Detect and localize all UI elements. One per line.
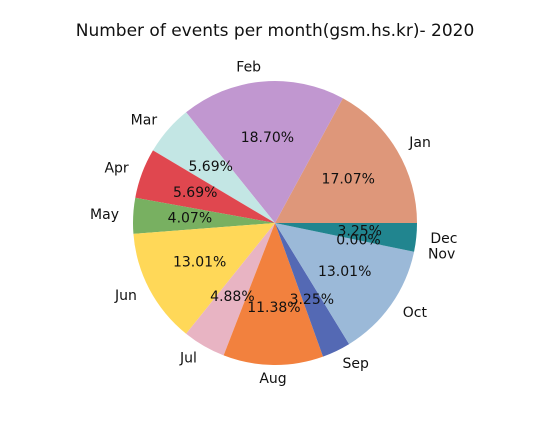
percent-label-mar: 5.69%	[188, 159, 232, 175]
slice-aug	[223, 223, 324, 365]
category-label-jan: Jan	[408, 135, 431, 151]
percent-label-aug: 11.38%	[247, 300, 300, 316]
slice-jan	[275, 98, 417, 223]
slice-jun	[133, 223, 275, 334]
percent-label-nov: 0.00%	[336, 232, 380, 248]
slice-sep	[275, 223, 350, 357]
category-label-apr: Apr	[104, 160, 128, 176]
category-label-nov: Nov	[428, 247, 455, 263]
percent-label-oct: 13.01%	[318, 264, 371, 280]
slice-oct	[275, 223, 415, 345]
percent-labels: 17.07% 18.70% 5.69% 5.69% 4.07% 13.01% 4.88%11…	[168, 130, 382, 316]
category-label-jun: Jun	[114, 288, 137, 304]
percent-label-jan: 17.07%	[322, 171, 375, 187]
percent-label-jul: 4.88%	[210, 289, 254, 305]
pie-slices	[133, 81, 417, 365]
category-label-feb: Feb	[236, 59, 261, 75]
category-label-sep: Sep	[343, 356, 370, 372]
percent-label-may: 4.07%	[168, 211, 212, 227]
percent-label-sep: 3.25%	[290, 292, 334, 308]
category-label-oct: Oct	[403, 305, 428, 321]
slice-dec	[275, 223, 417, 252]
slice-feb	[186, 81, 343, 224]
slice-apr	[135, 150, 275, 223]
percent-label-jun: 13.01%	[173, 255, 226, 271]
percent-label-dec: 3.25%	[338, 224, 382, 240]
chart-title: Number of events per month(gsm.hs.kr)- 2…	[76, 21, 475, 41]
category-label-aug: Aug	[259, 371, 286, 387]
slice-may	[133, 197, 275, 234]
slice-jul	[186, 223, 275, 356]
category-label-jul: Jul	[179, 350, 197, 366]
percent-label-apr: 5.69%	[173, 185, 217, 201]
percent-label-feb: 18.70%	[241, 130, 294, 146]
category-label-dec: Dec	[430, 231, 457, 247]
slice-mar	[152, 112, 275, 223]
category-label-mar: Mar	[131, 113, 158, 129]
category-label-may: May	[90, 207, 119, 223]
